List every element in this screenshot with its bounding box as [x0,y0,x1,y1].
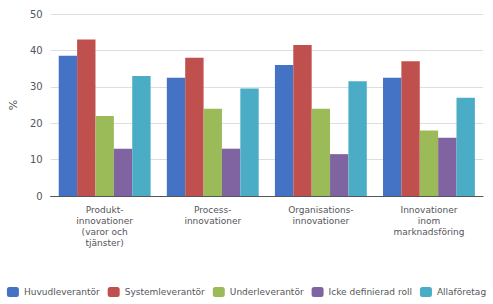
svg-text:%: % [7,100,20,110]
svg-text:Icke definierad roll: Icke definierad roll [329,287,412,297]
svg-text:Allaföretag: Allaföretag [437,287,486,297]
svg-text:Organisations-: Organisations- [288,205,353,215]
svg-text:marknadsföring: marknadsföring [393,227,464,237]
svg-text:Underleverantör: Underleverantör [230,287,304,297]
svg-text:Produkt-: Produkt- [86,205,124,215]
svg-text:50: 50 [30,9,43,20]
svg-text:40: 40 [30,45,43,56]
svg-text:innovationer: innovationer [76,216,133,226]
svg-text:Huvudleverantör: Huvudleverantör [24,287,100,297]
svg-text:Systemleverantör: Systemleverantör [125,287,205,297]
svg-text:Process-: Process- [194,205,231,215]
svg-text:tjänster): tjänster) [86,238,124,248]
svg-text:30: 30 [30,81,43,92]
svg-text:innovationer: innovationer [184,216,241,226]
svg-text:10: 10 [30,154,43,165]
svg-text:(varor och: (varor och [82,227,128,237]
svg-text:inom: inom [418,216,440,226]
svg-text:0: 0 [36,191,42,202]
svg-text:innovationer: innovationer [292,216,349,226]
svg-text:20: 20 [30,118,43,129]
svg-text:Innovationer: Innovationer [401,205,458,215]
